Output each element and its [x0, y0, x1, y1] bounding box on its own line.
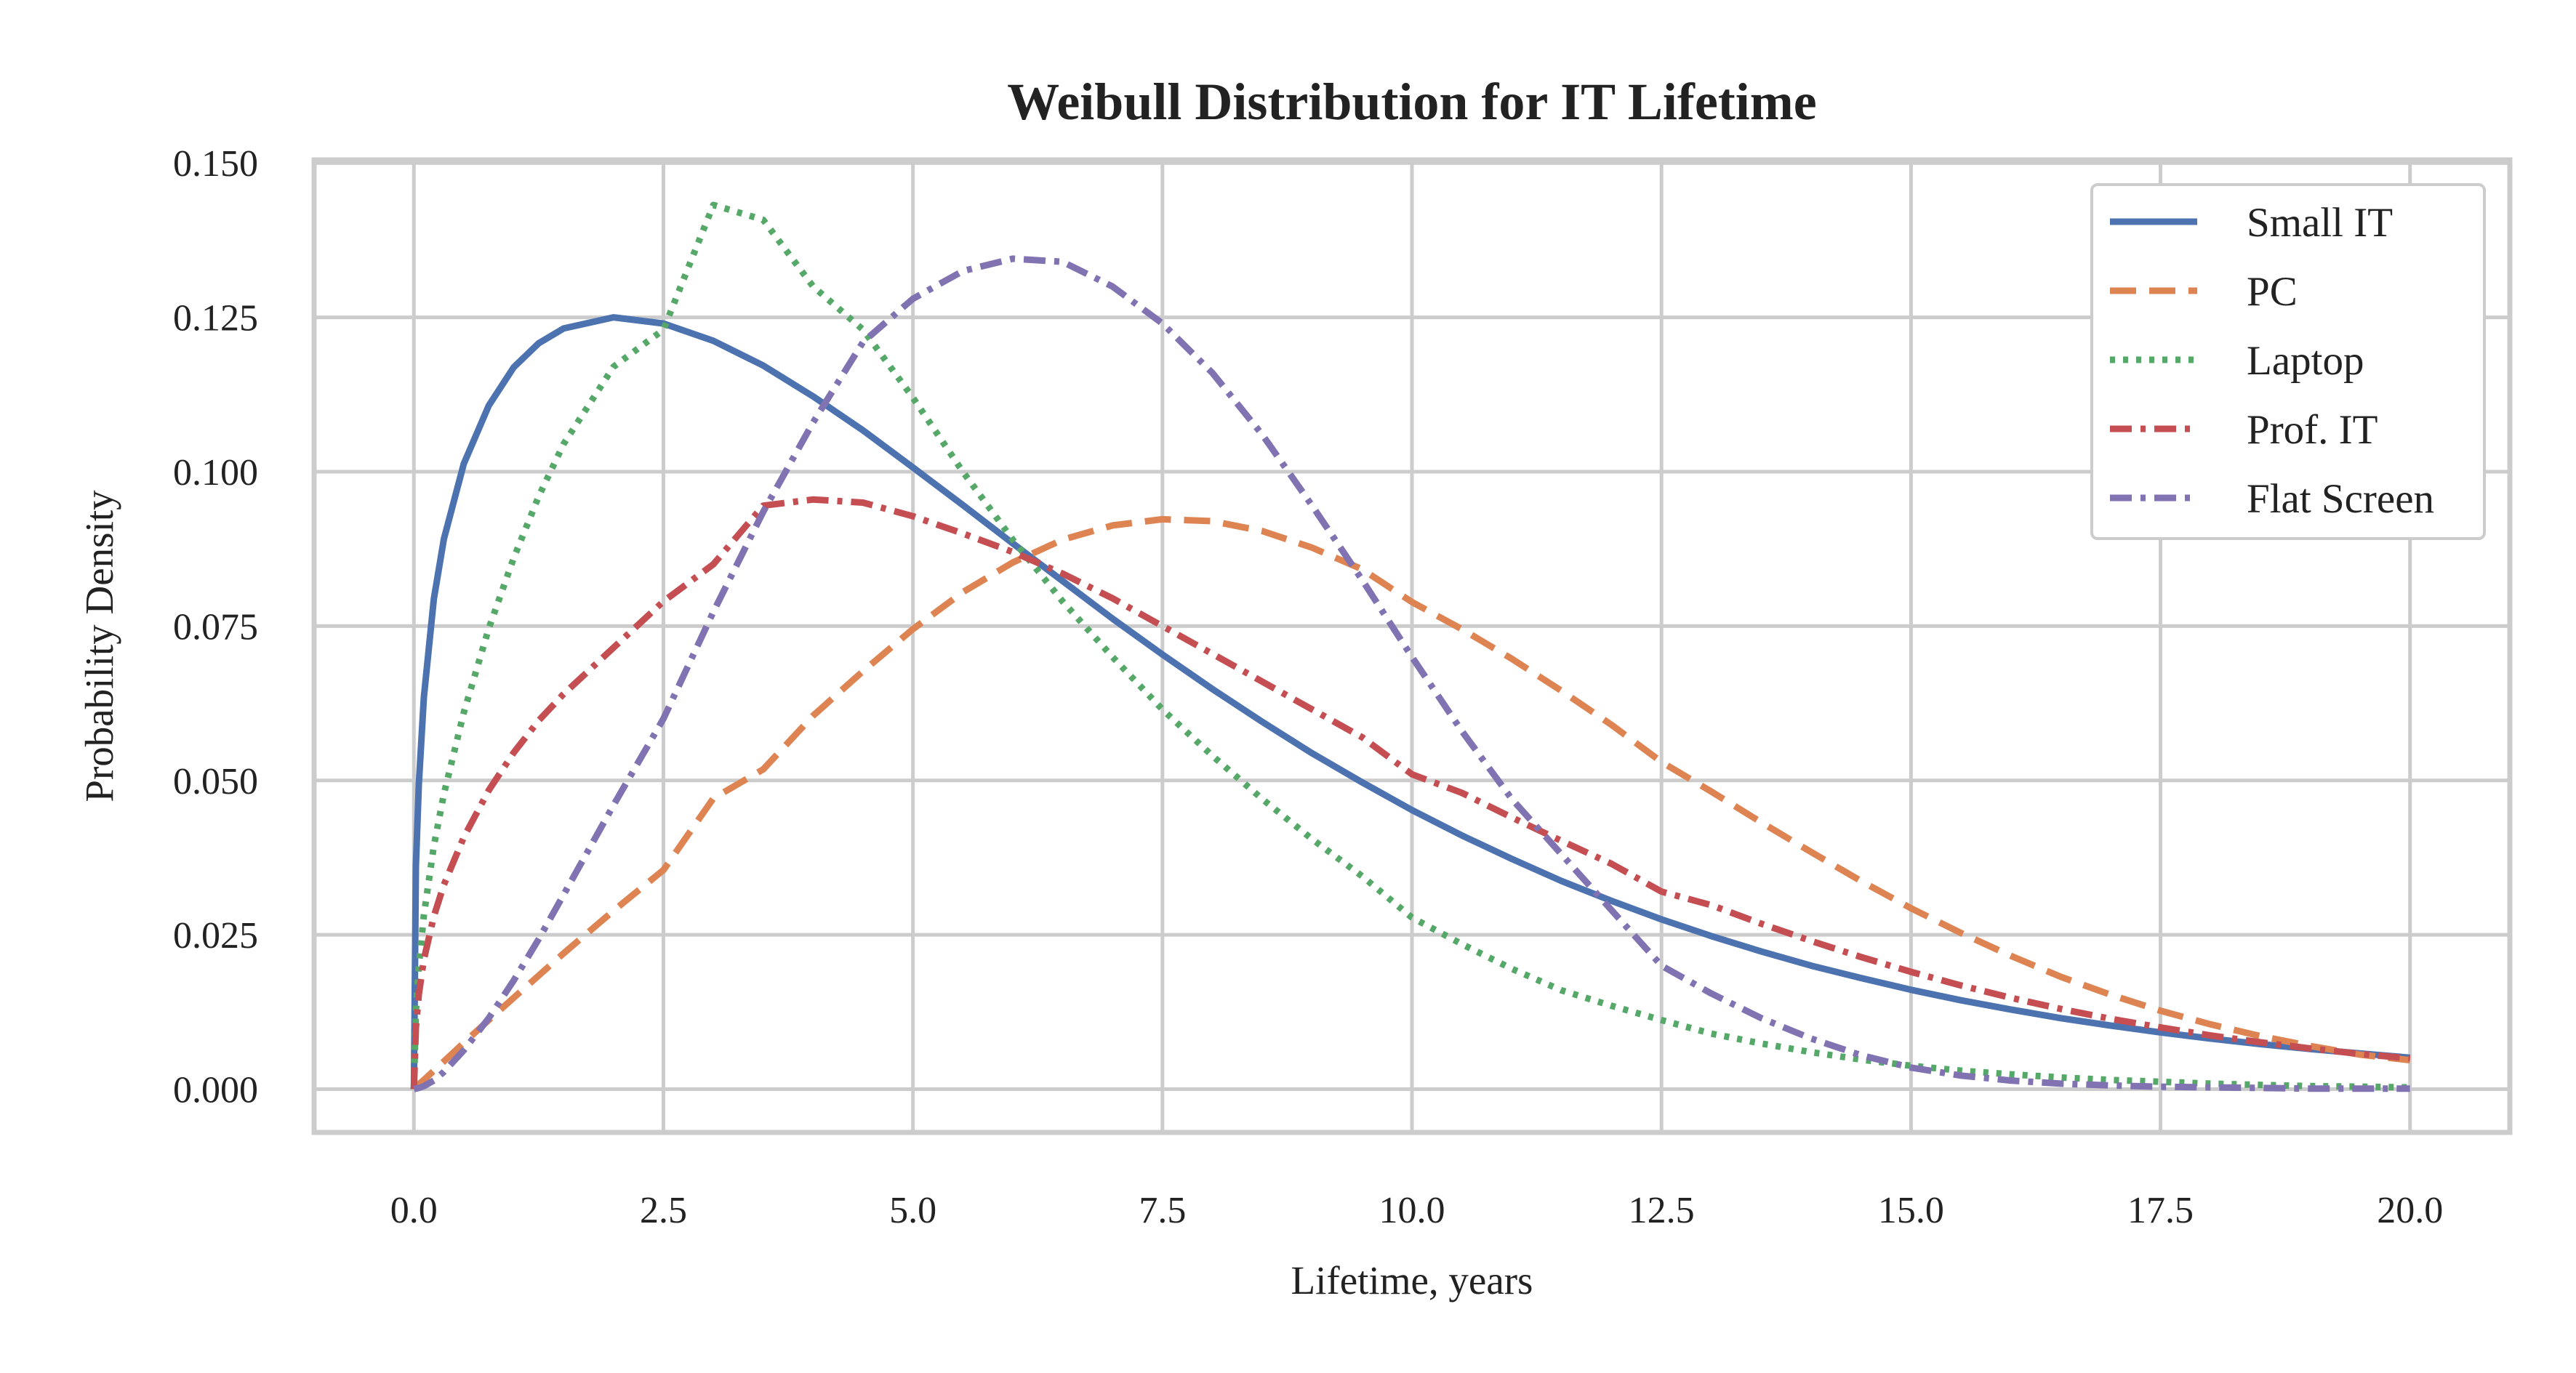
y-tick-label: 0.150 [173, 143, 258, 185]
y-axis-label: Probability Density [77, 490, 121, 802]
y-tick-label: 0.025 [173, 915, 258, 957]
x-tick-label: 20.0 [2377, 1190, 2443, 1231]
y-tick-label: 0.100 [173, 452, 258, 494]
x-tick-label: 2.5 [640, 1190, 687, 1231]
legend-label: PC [2247, 269, 2298, 315]
x-tick-label: 0.0 [390, 1190, 438, 1231]
series-line [410, 314, 2411, 1090]
series-line [412, 515, 2411, 1092]
legend-label: Small IT [2247, 200, 2393, 246]
y-tick-label: 0.125 [173, 298, 258, 339]
tick-labels: 0.0 2.5 5.0 7.5 10.0 12.5 15.0 17.5 20.0 0.000 0.0… [173, 143, 2443, 1231]
x-tick-label: 5.0 [889, 1190, 936, 1231]
legend-label: Laptop [2247, 338, 2364, 384]
x-tick-label: 10.0 [1379, 1190, 1445, 1231]
plot-frame [311, 157, 2513, 1135]
chart-title: Weibull Distribution for IT Lifetime [1007, 73, 1816, 131]
x-tick-label: 17.5 [2127, 1190, 2194, 1231]
series-line [412, 255, 2410, 1092]
y-tick-label: 0.075 [173, 606, 258, 648]
legend: Small IT PC Laptop Prof. IT Flat Screen [2090, 183, 2486, 540]
x-tick-label: 12.5 [1629, 1190, 1695, 1231]
x-tick-label: 15.0 [1878, 1190, 1944, 1231]
x-tick-label: 7.5 [1139, 1190, 1186, 1231]
legend-frame [2090, 183, 2486, 540]
y-tick-label: 0.050 [173, 761, 258, 802]
legend-label: Flat Screen [2247, 476, 2434, 522]
series-layer [410, 201, 2411, 1092]
x-axis-label: Lifetime, years [1291, 1258, 1533, 1302]
legend-label: Prof. IT [2247, 407, 2378, 453]
series-line [410, 201, 2410, 1091]
y-tick-label: 0.000 [173, 1070, 258, 1111]
